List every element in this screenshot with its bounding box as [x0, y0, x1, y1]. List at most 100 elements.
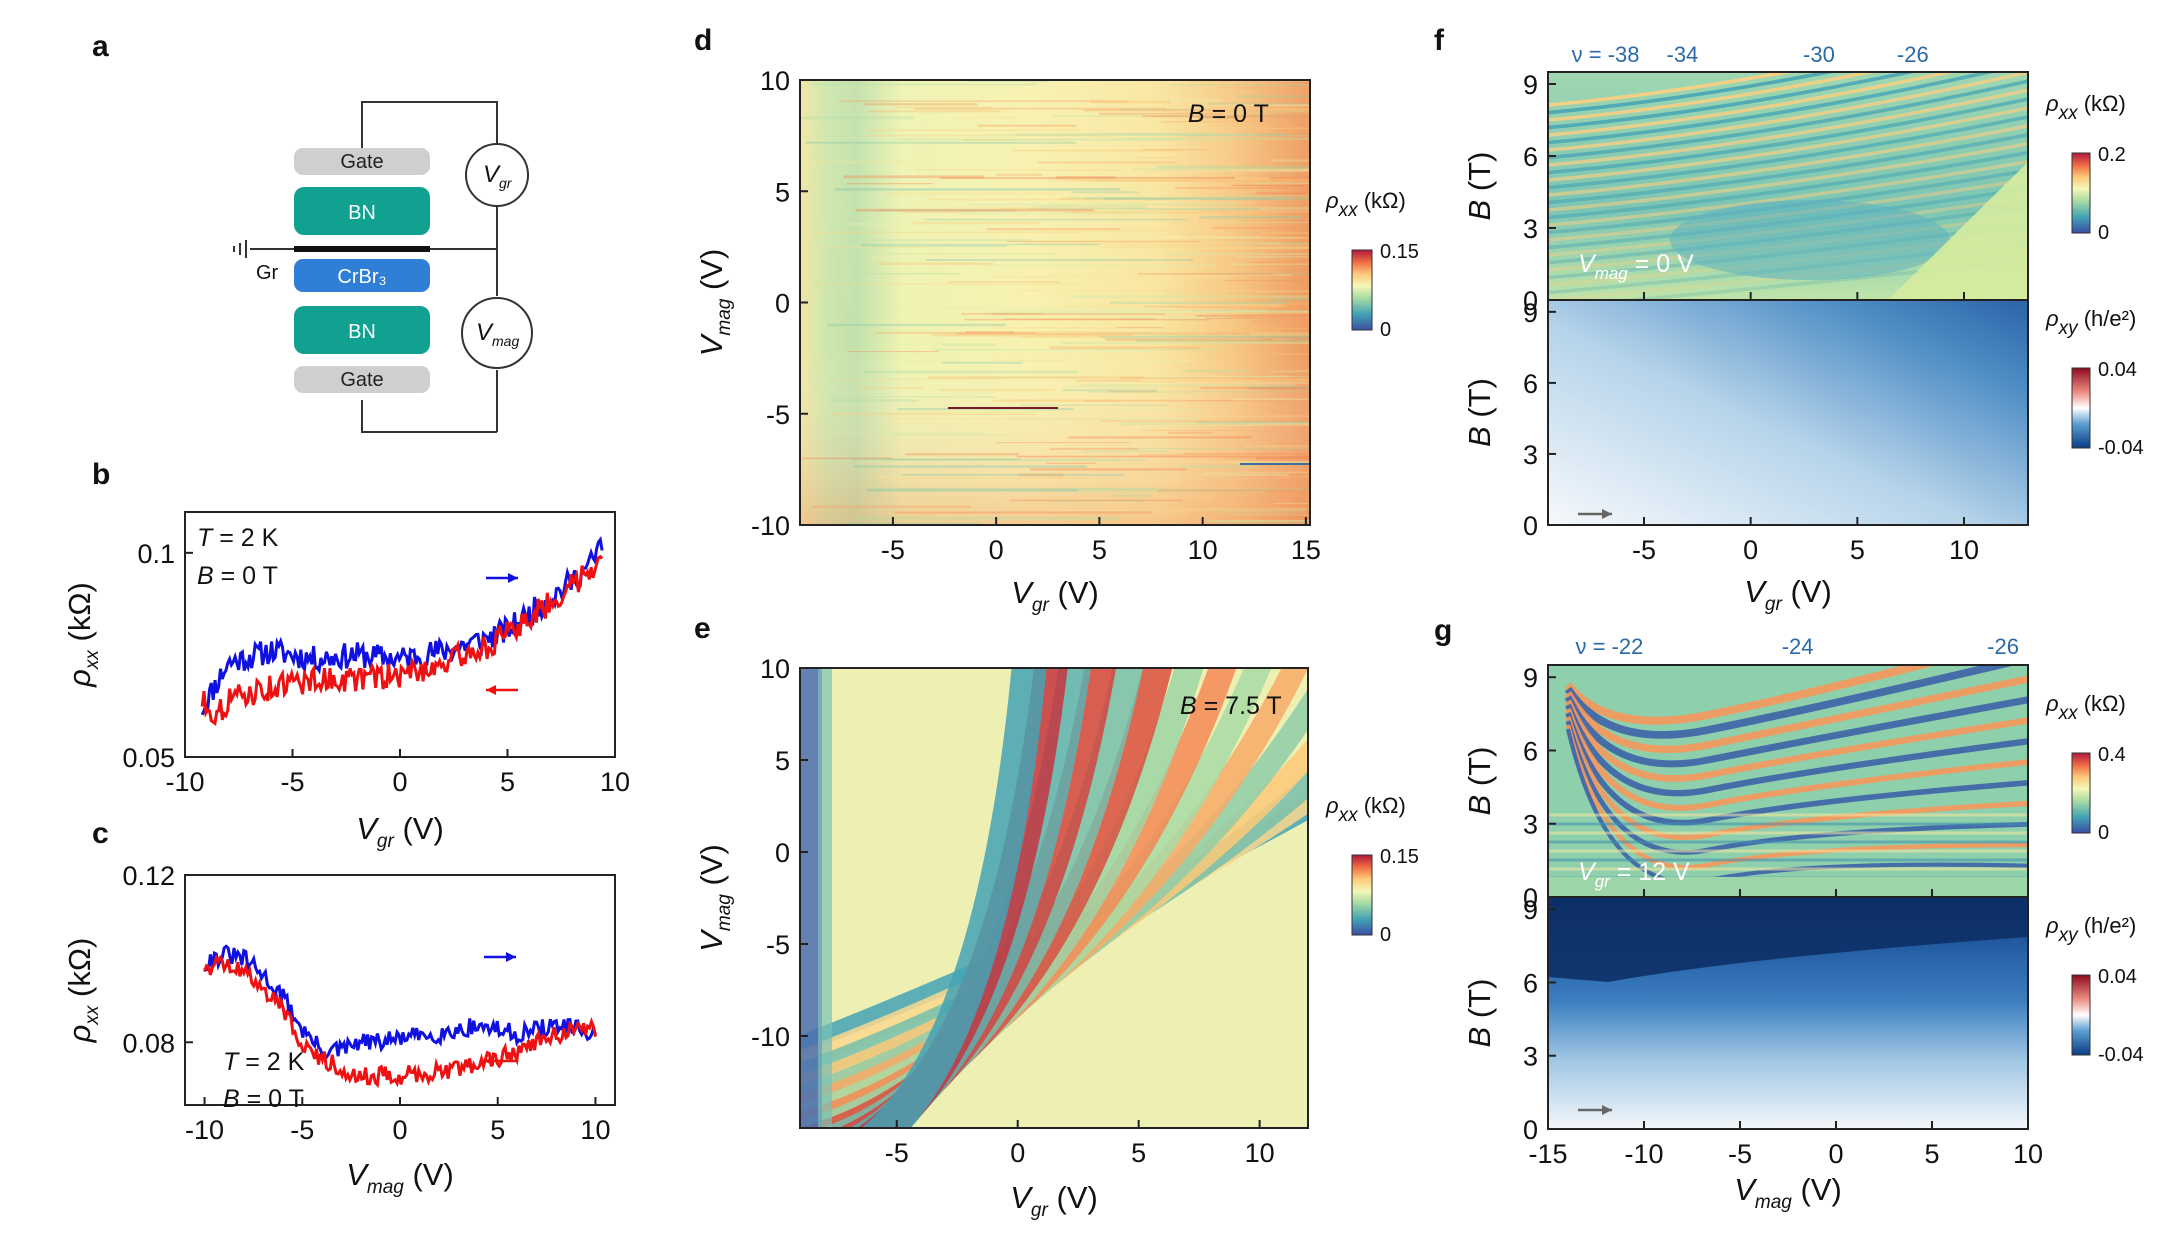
- heatmap-d-stripe: [1098, 112, 1223, 115]
- heatmap-d-stripe: [992, 399, 1121, 402]
- heatmap-d-stripe: [1169, 84, 1310, 86]
- heatmap-f-top-fringes: [1548, 72, 2028, 300]
- chart-g-bottom-xtick-label: 5: [1924, 1139, 1939, 1169]
- heatmap-d-stripe: [984, 264, 1217, 267]
- heatmap-d-stripe: [1016, 455, 1310, 458]
- heatmap-g-top-bottom-region: [1548, 877, 2028, 897]
- chart-b-xlabel: Vgr (V): [356, 811, 444, 852]
- heatmap-d-stripe: [903, 361, 962, 363]
- heatmap-d-stripe: [1236, 332, 1310, 335]
- heatmap-d-stripe: [1008, 417, 1197, 421]
- colorbar-g-bottom-max-label: 0.04: [2098, 966, 2137, 988]
- layer-bottom-gate-label: Gate: [340, 369, 383, 391]
- heatmap-d-stripe: [863, 103, 978, 106]
- heatmap-g-top-fringe: [1565, 712, 2028, 826]
- heatmap-d-stripe: [868, 129, 1083, 132]
- chart-f-bottom-ytick-label: 9: [1523, 298, 1538, 328]
- heatmap-d-stripe: [819, 459, 1118, 462]
- heatmap-d-stripe: [1109, 494, 1151, 498]
- heatmap-d-stripe: [1168, 252, 1310, 255]
- chart-e-ytick-label: 5: [775, 746, 790, 776]
- chart-c-xtick-label: 10: [580, 1115, 610, 1145]
- heatmap-d-stripe: [1230, 514, 1310, 516]
- heatmap-d-stripe: [1101, 245, 1310, 248]
- heatmap-d-stripe: [1218, 108, 1310, 111]
- heatmap-d-stripe: [1184, 207, 1310, 210]
- heatmap-d-stripe: [1175, 186, 1310, 189]
- heatmap-f-top-fringe: [1548, 72, 2028, 152]
- colorbar-d-label: ρxx (kΩ): [1325, 188, 1406, 221]
- layer-bottom-bn-label: BN: [348, 321, 376, 343]
- heatmap-d-stripe: [1161, 120, 1280, 123]
- chart-d-xtick-label: 5: [1092, 535, 1107, 565]
- chart-g-top-ytick-label: 3: [1523, 810, 1538, 840]
- heatmap-d-stripe: [991, 313, 1166, 315]
- heatmap-d-stripe: [846, 239, 1032, 242]
- heatmap-e-fringes: [800, 668, 1308, 1128]
- heatmap-d-stripe: [868, 110, 1001, 113]
- heatmap-d-stripe: [996, 173, 1042, 176]
- heatmap-d-stripe: [1163, 423, 1310, 426]
- heatmap-d-stripe: [929, 141, 1022, 144]
- heatmap-g-top-fringe: [1565, 720, 2028, 855]
- colorbar-f-top-min-label: 0: [2098, 222, 2109, 244]
- chart-g-bottom-ytick-label: 6: [1523, 968, 1538, 998]
- heatmap-d-stripe: [893, 307, 1179, 309]
- heatmap-d-stripe: [1120, 376, 1310, 380]
- heatmap-d-stripe: [1120, 422, 1310, 425]
- colorbar-g-top: [2071, 752, 2091, 834]
- heatmap-d-stripe: [1196, 116, 1238, 119]
- chart-e-ytick-label: -5: [766, 930, 790, 960]
- colorbar-e-max-label: 0.15: [1380, 846, 1419, 868]
- heatmap-g-top-fringe: [1564, 695, 2028, 768]
- heatmap-d-stripe: [1144, 333, 1310, 337]
- heatmap-e-fringe: [861, 668, 1047, 1128]
- layer-bottom-gate: [294, 366, 430, 393]
- heatmap-d-stripe: [961, 312, 1043, 315]
- heatmap-d-stripe: [1225, 458, 1310, 460]
- heatmap-d-stripe: [926, 259, 1194, 261]
- heatmap-d-stripe: [1185, 370, 1249, 373]
- heatmap-d-stripe: [954, 116, 1015, 120]
- heatmap-g-top-fringe: [1565, 703, 2028, 797]
- heatmap-d-stripe: [1105, 338, 1273, 341]
- heatmap-d-stripe: [940, 176, 1235, 179]
- colorbar-g-top-label: ρxx (kΩ): [2045, 691, 2126, 724]
- heatmap-d-stripe: [1070, 332, 1206, 335]
- heatmap-d-stripe: [1068, 385, 1158, 388]
- heatmap-d-stripe: [1020, 404, 1167, 406]
- heatmap-d-stripe: [999, 208, 1046, 210]
- heatmap-g-bottom-plateau: [1548, 897, 2028, 982]
- heatmap-g-top-fringes: [1548, 665, 2028, 897]
- heatmap-d-stripe: [820, 246, 926, 248]
- heatmap-d-stripe: [1233, 398, 1310, 401]
- colorbar-f-bottom: [2071, 367, 2091, 449]
- heatmap-d-stripe: [1196, 314, 1310, 317]
- heatmap-d-stripe: [1183, 461, 1310, 463]
- vgr-meter-label: Vgr: [483, 161, 513, 191]
- heatmap-d-stripe: [1067, 436, 1252, 439]
- chart-c-series-backward: [203, 953, 597, 1088]
- heatmap-d-stripe: [1205, 317, 1310, 319]
- chart-e-ytick-label: -10: [751, 1022, 790, 1052]
- heatmap-d-stripe: [878, 262, 994, 265]
- heatmap-d-stripe: [1271, 328, 1310, 330]
- layer-top-bn-label: BN: [348, 202, 376, 224]
- heatmap-f-top-fringe: [1548, 72, 1959, 137]
- heatmap-d-stripe: [1137, 157, 1215, 159]
- heatmap-d-stripe: [1071, 488, 1310, 491]
- heatmap-g-bottom: [1548, 897, 2028, 1129]
- heatmap-d-stripe: [803, 432, 982, 434]
- heatmap-d-stripe: [1249, 261, 1310, 264]
- heatmap-d-stripe: [1223, 194, 1310, 197]
- heatmap-d-stripe: [1066, 304, 1282, 308]
- heatmap-d-stripe: [860, 243, 1101, 246]
- heatmap-d-stripe: [1003, 318, 1157, 320]
- chart-g-top-ylabel: B (T): [1462, 747, 1497, 816]
- heatmap-d-stripe: [1211, 520, 1310, 522]
- heatmap-d-stripe: [951, 392, 993, 394]
- heatmap-g-top-fringe: [1565, 708, 2028, 811]
- chart-g-filling-label: ν = -22: [1576, 634, 1644, 659]
- heatmap-d-stripe: [1237, 255, 1310, 258]
